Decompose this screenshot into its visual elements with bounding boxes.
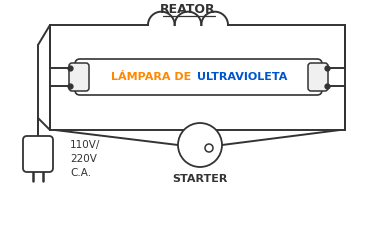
Text: LÁMPARA DE: LÁMPARA DE xyxy=(111,72,195,82)
FancyBboxPatch shape xyxy=(75,59,322,95)
FancyBboxPatch shape xyxy=(23,136,53,172)
Text: 110V/
220V
C.A.: 110V/ 220V C.A. xyxy=(70,140,100,178)
Circle shape xyxy=(178,123,222,167)
Text: REATOR: REATOR xyxy=(160,3,216,15)
Text: ULTRAVIOLETA: ULTRAVIOLETA xyxy=(197,72,287,82)
FancyBboxPatch shape xyxy=(308,63,328,91)
FancyBboxPatch shape xyxy=(69,63,89,91)
Circle shape xyxy=(205,144,213,152)
Text: STARTER: STARTER xyxy=(172,174,228,184)
